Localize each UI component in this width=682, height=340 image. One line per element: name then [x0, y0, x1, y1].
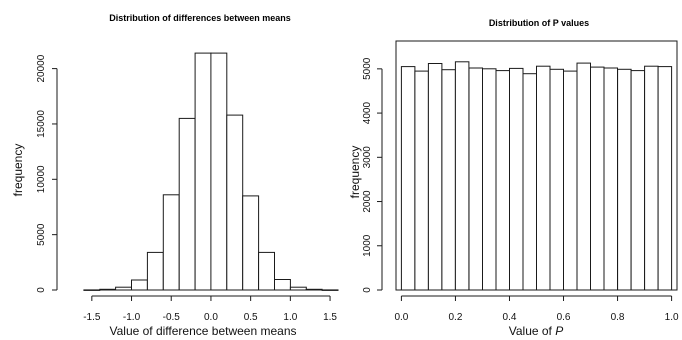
histogram-bar	[509, 67, 524, 291]
y-axis: 0 1000 2000 3000 4000 5000	[362, 57, 383, 293]
y-tick-label: 5000	[36, 223, 47, 246]
x-tick-label: 1.0	[283, 312, 297, 323]
x-tick-label: 1.5	[323, 312, 337, 323]
chart-title: Distribution of differences between mean…	[109, 13, 291, 23]
bars-group	[83, 52, 339, 291]
histogram-differences-panel: Distribution of differences between mean…	[11, 13, 339, 338]
x-axis: 0.0 0.2 0.4 0.6 0.8 1.0	[394, 295, 679, 323]
x-axis-label-text: Value of	[509, 324, 555, 338]
x-tick-label: -0.5	[163, 312, 181, 323]
histogram-bar	[162, 194, 180, 291]
histogram-bar	[178, 117, 196, 291]
bars-group	[400, 61, 673, 291]
x-tick-label: 0.6	[557, 312, 571, 323]
histogram-bar	[630, 70, 646, 291]
histogram-bar	[644, 65, 659, 291]
histogram-bar	[576, 62, 591, 291]
histogram-bar	[495, 70, 510, 291]
histogram-bar	[146, 251, 164, 291]
histogram-bar	[427, 63, 443, 291]
x-tick-label: 0.4	[503, 312, 517, 323]
y-tick-label: 10000	[36, 165, 47, 193]
y-tick-label: 5000	[362, 57, 373, 80]
x-axis-label: Value of difference between means	[109, 324, 296, 338]
histogram-bar	[274, 279, 291, 291]
histogram-bar	[441, 69, 456, 291]
histogram-bar	[482, 68, 497, 291]
x-axis-label-variable: P	[555, 324, 563, 338]
y-axis-label: frequency	[348, 146, 362, 199]
histogram-bar	[194, 52, 212, 291]
histogram-bar	[468, 67, 483, 291]
x-tick-label: 0.5	[244, 312, 258, 323]
histogram-bar	[603, 67, 618, 291]
histogram-bar	[258, 251, 276, 291]
x-tick-label: 0.0	[204, 312, 218, 323]
y-tick-label: 3000	[362, 146, 373, 169]
histogram-bar	[590, 66, 605, 291]
histogram-bar	[522, 73, 537, 291]
x-tick-label: 1.0	[665, 312, 679, 323]
histogram-bar	[305, 288, 323, 291]
y-tick-label: 4000	[362, 102, 373, 125]
y-tick-label: 1000	[362, 234, 373, 257]
x-tick-label: -1.0	[123, 312, 141, 323]
y-tick-label: 2000	[362, 190, 373, 213]
histogram-bar	[83, 289, 101, 291]
histogram-bar	[115, 286, 132, 291]
histogram-bar	[226, 114, 244, 291]
histogram-bar	[99, 288, 117, 291]
histogram-bar	[210, 52, 228, 291]
histogram-pvalues-panel: Distribution of P values 0.0 0.2 0.4 0.6 0.8…	[348, 18, 679, 338]
histogram-bar	[617, 68, 632, 291]
x-tick-label: 0.0	[394, 312, 408, 323]
chart-title: Distribution of P values	[489, 18, 589, 28]
x-axis: -1.5 -1.0 -0.5 0.0 0.5 1.0 1.5	[83, 295, 337, 323]
histogram-bar	[414, 70, 429, 291]
y-tick-label: 0	[362, 287, 373, 293]
x-axis-label: Value of P	[509, 324, 564, 338]
y-tick-label: 15000	[36, 110, 47, 138]
histogram-bar	[289, 286, 307, 291]
histogram-bar	[400, 66, 416, 291]
x-tick-label: -1.5	[83, 312, 101, 323]
histogram-bar	[536, 65, 551, 291]
y-axis-label: frequency	[11, 144, 25, 197]
histogram-bar	[454, 61, 470, 291]
histogram-bar	[549, 68, 564, 291]
y-tick-label: 0	[36, 287, 47, 293]
histogram-bar	[563, 70, 578, 291]
y-tick-label: 20000	[36, 54, 47, 82]
x-tick-label: 0.8	[611, 312, 625, 323]
histogram-bar	[131, 279, 148, 291]
histogram-bar	[242, 195, 260, 291]
x-tick-label: 0.2	[448, 312, 462, 323]
histogram-bar	[321, 289, 339, 291]
histogram-bar	[657, 66, 673, 291]
y-axis: 0 5000 10000 15000 20000	[36, 54, 58, 293]
